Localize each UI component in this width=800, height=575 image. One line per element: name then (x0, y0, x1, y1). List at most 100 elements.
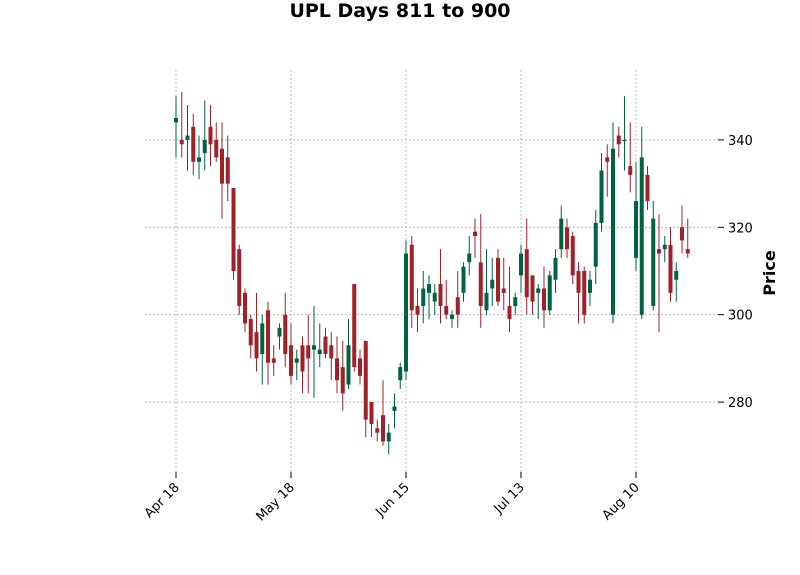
candles (174, 91, 690, 455)
candle (680, 205, 684, 254)
candle-body (628, 166, 633, 175)
candle (611, 122, 615, 324)
x-tick-label: Jul 13 (491, 480, 528, 517)
candle (668, 227, 673, 302)
x-tick-label: Aug 10 (600, 480, 643, 523)
candle-body (444, 305, 449, 315)
candle-body (271, 358, 276, 363)
candle (513, 292, 518, 315)
candle (306, 314, 311, 394)
candle (628, 122, 633, 193)
candle-body (421, 288, 426, 306)
candle (404, 240, 408, 381)
candle (530, 275, 535, 315)
candle (174, 96, 178, 158)
candle (432, 284, 437, 315)
candle (392, 393, 397, 429)
candle-body (254, 332, 259, 359)
candle (478, 214, 483, 328)
candle-body (208, 126, 213, 145)
chart-title: UPL Days 811 to 900 (289, 0, 510, 22)
candle (565, 218, 569, 258)
candle (329, 332, 334, 381)
candle (381, 380, 385, 446)
candle (375, 419, 380, 442)
candle (484, 249, 489, 315)
candle-body (467, 253, 472, 263)
candle-body (547, 275, 552, 311)
candle-body (461, 266, 466, 293)
candle-body (306, 345, 311, 359)
candle-body (662, 244, 667, 250)
candle (576, 262, 581, 324)
candle (185, 104, 190, 171)
y-tick-label: 280 (728, 396, 753, 411)
candle-body (570, 236, 575, 276)
candle (283, 292, 288, 368)
candle-body (450, 314, 454, 320)
candle (685, 218, 690, 258)
candle-body (455, 297, 460, 315)
candle-body (237, 249, 242, 306)
candle (271, 345, 276, 376)
candle-body (381, 415, 385, 442)
candle-body (576, 271, 581, 293)
candle (662, 236, 667, 263)
candle-body (524, 249, 529, 298)
candle-body (634, 201, 638, 258)
candle-body (248, 319, 253, 346)
candle-body (432, 292, 437, 302)
candle-body (335, 358, 339, 381)
candle-body (329, 345, 334, 359)
candle (294, 349, 299, 381)
candle-body (415, 305, 420, 315)
candle-body (553, 257, 558, 280)
candle (657, 214, 661, 333)
candle (622, 96, 627, 171)
candle-body (593, 222, 598, 267)
candle-body (490, 279, 495, 289)
candle-body (243, 292, 247, 324)
candle (335, 336, 339, 394)
candle (220, 122, 224, 219)
candle-body (404, 253, 408, 372)
candle (358, 349, 362, 385)
candle-body (363, 340, 368, 420)
candle (289, 323, 293, 385)
candle (634, 161, 638, 271)
candle (386, 423, 391, 455)
candle (639, 126, 644, 320)
candle (547, 271, 552, 315)
candle-body (179, 139, 184, 145)
candle-body (582, 271, 587, 315)
candle-body (530, 275, 535, 302)
candle (369, 402, 374, 438)
candle-body (231, 187, 236, 271)
candle-body (352, 284, 357, 368)
candle-body (346, 345, 351, 385)
candle (202, 100, 207, 171)
candle-body (588, 279, 592, 293)
candle-body (294, 358, 299, 363)
candle (197, 135, 201, 180)
candle-body (427, 284, 431, 293)
candle-body (277, 327, 282, 337)
candle (266, 301, 270, 385)
candle (352, 284, 357, 372)
candle (214, 122, 219, 162)
candle (317, 323, 322, 368)
y-axis: 280 300 320 340 (718, 134, 753, 411)
candle (524, 218, 529, 315)
candle-body (409, 244, 414, 311)
candle-body (191, 126, 196, 162)
x-tick-label: May 18 (254, 480, 298, 524)
candle-body (202, 139, 207, 154)
candle-body (668, 244, 673, 293)
candle-body (185, 135, 190, 140)
candle (599, 153, 604, 232)
candle-body (473, 231, 477, 237)
candle (501, 257, 506, 311)
candle (605, 144, 610, 197)
grid-lines (145, 70, 718, 472)
